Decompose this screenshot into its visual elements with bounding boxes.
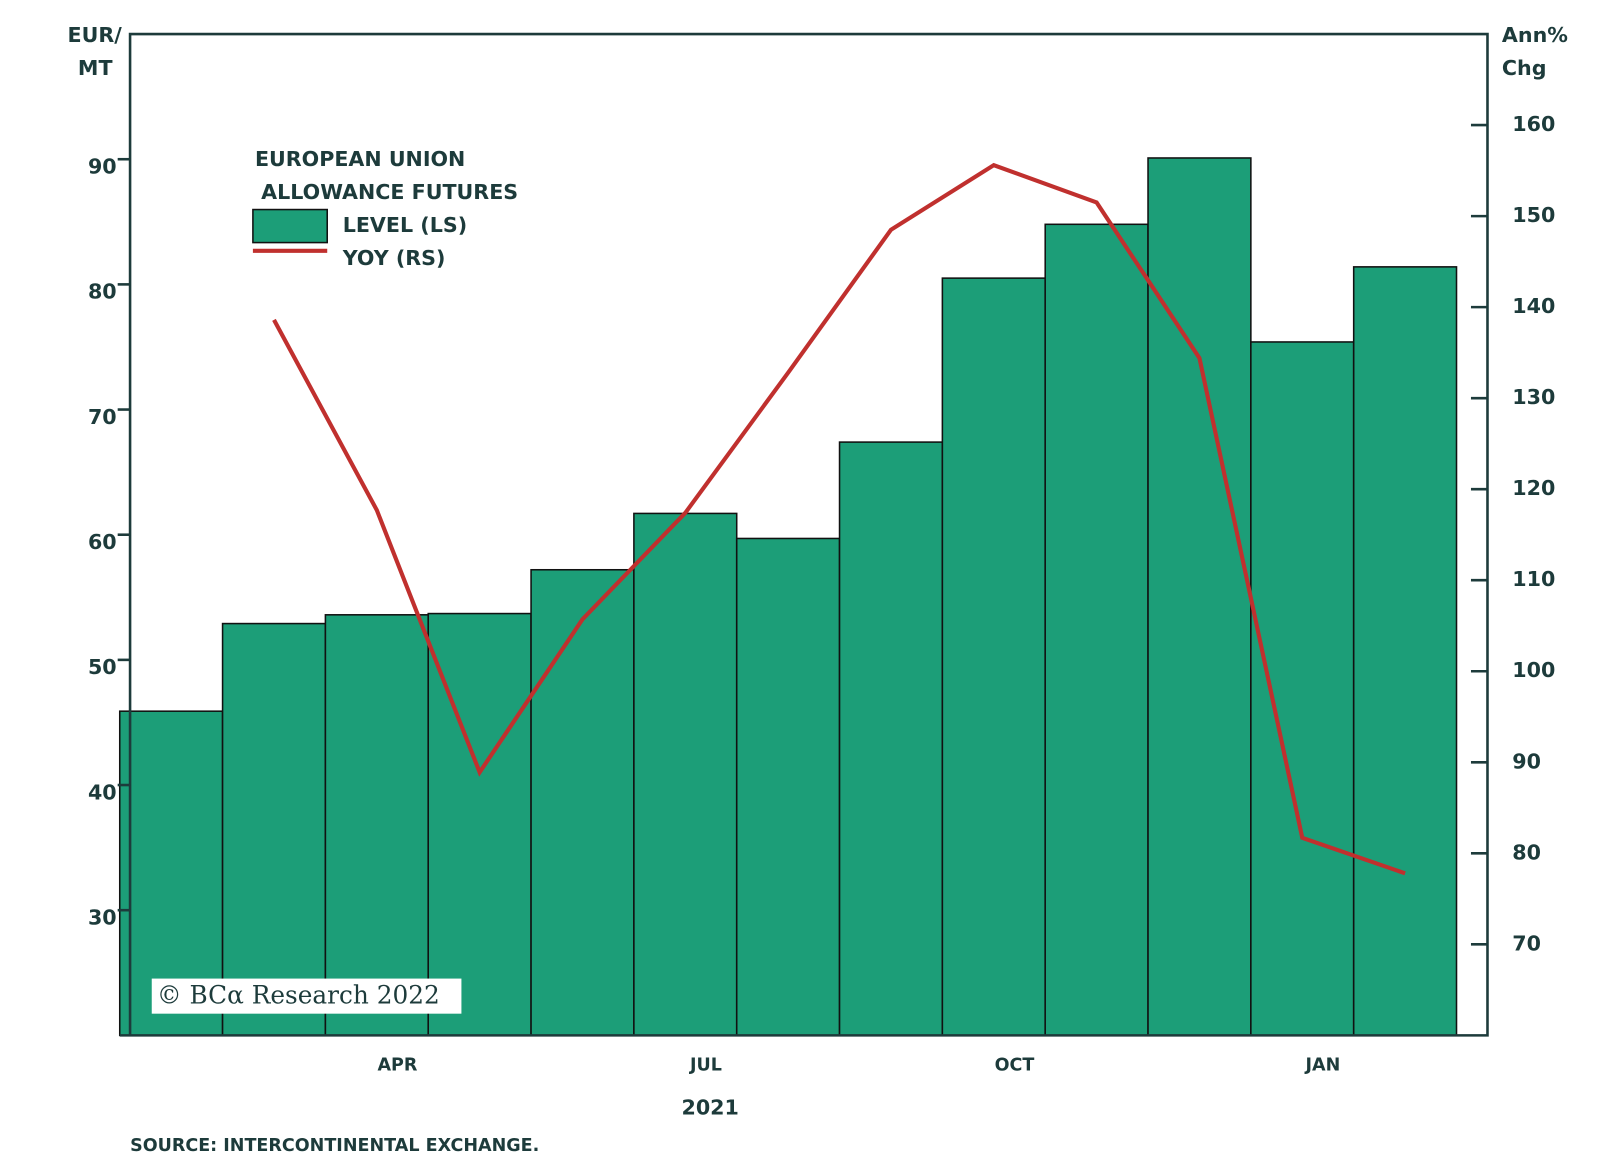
y2-tick-label: 120	[1512, 476, 1555, 500]
x-tick-label: OCT	[995, 1055, 1035, 1075]
x-tick-label: APR	[377, 1055, 417, 1075]
x-tick-label: JUL	[689, 1055, 722, 1075]
bar	[1250, 341, 1355, 1037]
bar	[941, 277, 1046, 1037]
legend-label: YOY (RS)	[342, 246, 446, 270]
source-note: SOURCE: INTERCONTINENTAL EXCHANGE.	[130, 1136, 539, 1156]
bar	[838, 441, 944, 1037]
y2-tick-label: 140	[1512, 294, 1555, 318]
bar	[1147, 157, 1252, 1037]
y2-axis-label: Chg	[1502, 56, 1547, 80]
y2-tick-label: 90	[1512, 749, 1541, 773]
axis-frame	[119, 32, 1489, 1037]
y-axis-label: EUR/	[68, 23, 123, 47]
y-tick-label: 50	[88, 655, 117, 679]
y-tick-label: 90	[88, 154, 117, 178]
y-tick-label: 70	[88, 405, 117, 429]
bar	[530, 568, 635, 1037]
y-tick-label: 30	[88, 905, 117, 929]
y-tick-label: 80	[88, 280, 117, 304]
bar	[735, 537, 841, 1037]
bar	[633, 512, 738, 1037]
y2-tick-label: 70	[1512, 931, 1541, 955]
legend-swatch	[252, 208, 328, 244]
legend-label: LEVEL (LS)	[343, 213, 467, 237]
watermark: © BCα Research 2022	[157, 981, 440, 1010]
y2-tick-label: 80	[1512, 840, 1541, 864]
bar	[1352, 266, 1458, 1037]
y2-tick-label: 150	[1512, 203, 1555, 227]
x-tick-label: JAN	[1305, 1055, 1341, 1075]
x-axis-label: 2021	[681, 1096, 738, 1120]
legend-title: ALLOWANCE FUTURES	[261, 180, 518, 204]
bar	[1044, 223, 1149, 1037]
bar	[324, 614, 430, 1037]
y2-tick-label: 100	[1512, 658, 1555, 682]
y2-tick-label: 160	[1512, 112, 1555, 136]
y-tick-label: 60	[88, 530, 117, 554]
y2-tick-label: 130	[1512, 385, 1555, 409]
y-axis-label: MT	[78, 56, 113, 80]
watermark-box	[151, 978, 462, 1014]
legend-title: EUROPEAN UNION	[255, 147, 465, 171]
y-tick-label: 40	[88, 780, 117, 804]
line	[272, 162, 1406, 876]
y2-tick-label: 110	[1512, 567, 1555, 591]
bar	[221, 622, 327, 1037]
y2-axis-label: Ann%	[1502, 23, 1568, 47]
